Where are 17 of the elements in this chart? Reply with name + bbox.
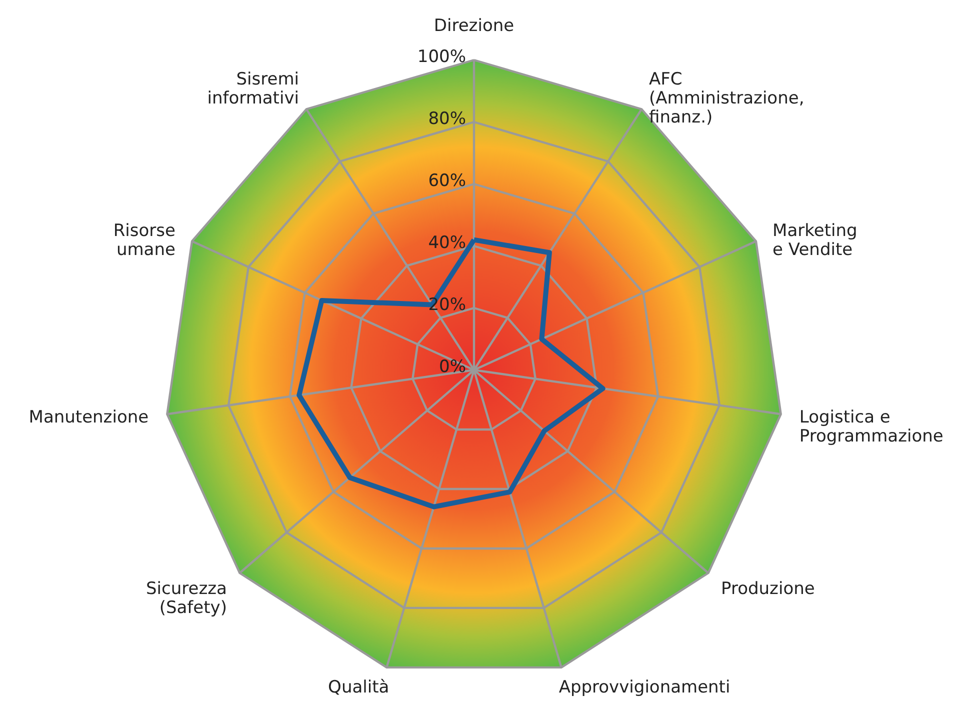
- y-tick-label: 40%: [428, 233, 466, 253]
- spoke-label: Direzione: [434, 16, 514, 36]
- y-tick-label: 0%: [439, 357, 466, 377]
- spoke-label: AFC (Amministrazione, finanz.): [649, 69, 804, 128]
- spoke-label: Approvvigionamenti: [558, 677, 730, 698]
- y-tick-label: 20%: [428, 295, 466, 315]
- spoke-label: Risorse umane: [113, 220, 176, 260]
- y-tick-label: 80%: [428, 109, 466, 129]
- y-tick-label: 100%: [417, 47, 466, 67]
- y-tick-label: 60%: [428, 171, 466, 191]
- spoke-label: Sicurezza (Safety): [146, 579, 227, 618]
- spoke-label: Manutenzione: [28, 408, 149, 428]
- spoke-label: Logistica e Programmazione: [799, 408, 944, 447]
- spoke-label: Sisremi informativi: [207, 69, 299, 108]
- spoke-label: Qualità: [328, 677, 390, 698]
- spoke-label: Marketing e Vendite: [772, 220, 858, 260]
- spoke-label: Produzione: [721, 579, 815, 600]
